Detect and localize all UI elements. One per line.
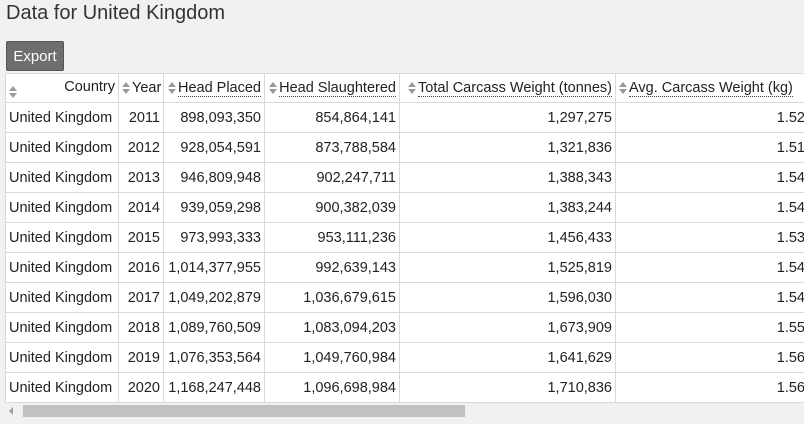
column-header-total-carcass-weight[interactable]: Total Carcass Weight (tonnes) [399,73,616,103]
avg-carcass-weight-cell: 1.54 [615,192,804,223]
year-cell: 2014 [118,192,164,223]
horizontal-scrollbar[interactable] [5,404,804,418]
head-slaughtered-cell: 953,111,236 [264,222,400,253]
head-slaughtered-cell: 1,083,094,203 [264,312,400,343]
head-slaughtered-cell: 1,049,760,984 [264,342,400,373]
table-row: United Kingdom 2017 1,049,202,879 1,036,679… [5,282,804,313]
head-placed-cell: 973,993,333 [163,222,265,253]
year-cell: 2019 [118,342,164,373]
table-row: United Kingdom 2013 946,809,948 902,247,711… [5,162,804,193]
avg-carcass-weight-cell: 1.52 [615,102,804,133]
table-row: United Kingdom 2012 928,054,591 873,788,584… [5,132,804,163]
total-carcass-weight-cell: 1,456,433 [399,222,616,253]
head-slaughtered-cell: 854,864,141 [264,102,400,133]
sort-icon[interactable] [408,82,417,95]
total-carcass-weight-cell: 1,525,819 [399,252,616,283]
year-cell: 2018 [118,312,164,343]
total-carcass-weight-cell: 1,673,909 [399,312,616,343]
table-row: United Kingdom 2011 898,093,350 854,864,141… [5,102,804,133]
data-table: Country Year Head Placed Head Slaughtere… [5,73,804,403]
head-placed-cell: 1,168,247,448 [163,372,265,403]
head-slaughtered-cell: 902,247,711 [264,162,400,193]
column-header-label: Year [132,80,162,96]
column-header-label: Avg. Carcass Weight (kg) [629,80,793,97]
table-row: United Kingdom 2019 1,076,353,564 1,049,760… [5,342,804,373]
year-cell: 2011 [118,102,164,133]
head-placed-cell: 928,054,591 [163,132,265,163]
year-cell: 2012 [118,132,164,163]
head-slaughtered-cell: 873,788,584 [264,132,400,163]
year-cell: 2016 [118,252,164,283]
country-cell: United Kingdom [5,252,119,283]
column-header-label: Head Placed [177,80,261,97]
avg-carcass-weight-cell: 1.56 [615,342,804,373]
year-cell: 2013 [118,162,164,193]
head-placed-cell: 898,093,350 [163,102,265,133]
head-placed-cell: 1,076,353,564 [163,342,265,373]
table-row: United Kingdom 2015 973,993,333 953,111,236… [5,222,804,253]
table-row: United Kingdom 2016 1,014,377,955 992,639,1… [5,252,804,283]
head-placed-cell: 1,014,377,955 [163,252,265,283]
country-cell: United Kingdom [5,342,119,373]
head-slaughtered-cell: 1,096,698,984 [264,372,400,403]
column-header-label: Country [64,78,115,95]
country-cell: United Kingdom [5,312,119,343]
sort-icon[interactable] [9,85,17,98]
sort-icon[interactable] [122,82,130,95]
column-header-year[interactable]: Year [118,73,164,103]
head-placed-cell: 946,809,948 [163,162,265,193]
avg-carcass-weight-cell: 1.54 [615,162,804,193]
total-carcass-weight-cell: 1,710,836 [399,372,616,403]
head-placed-cell: 1,049,202,879 [163,282,265,313]
table-body: United Kingdom 2011 898,093,350 854,864,141… [5,102,804,403]
head-placed-cell: 939,059,298 [163,192,265,223]
table-row: United Kingdom 2020 1,168,247,448 1,096,698… [5,372,804,403]
avg-carcass-weight-cell: 1.54 [615,252,804,283]
table-header-row: Country Year Head Placed Head Slaughtere… [5,73,804,103]
total-carcass-weight-cell: 1,388,343 [399,162,616,193]
country-cell: United Kingdom [5,372,119,403]
total-carcass-weight-cell: 1,297,275 [399,102,616,133]
scroll-left-arrow-icon[interactable] [9,407,13,415]
avg-carcass-weight-cell: 1.56 [615,372,804,403]
avg-carcass-weight-cell: 1.53 [615,222,804,253]
country-cell: United Kingdom [5,132,119,163]
total-carcass-weight-cell: 1,596,030 [399,282,616,313]
country-cell: United Kingdom [5,192,119,223]
sort-icon[interactable] [619,82,627,95]
page-title: Data for United Kingdom [6,2,226,24]
table-row: United Kingdom 2014 939,059,298 900,382,039… [5,192,804,223]
total-carcass-weight-cell: 1,321,836 [399,132,616,163]
export-button[interactable]: Export [6,41,64,71]
total-carcass-weight-cell: 1,383,244 [399,192,616,223]
country-cell: United Kingdom [5,102,119,133]
avg-carcass-weight-cell: 1.55 [615,312,804,343]
column-header-head-slaughtered[interactable]: Head Slaughtered [264,73,400,103]
scrollbar-thumb[interactable] [23,405,465,417]
head-slaughtered-cell: 1,036,679,615 [264,282,400,313]
data-table-container: Country Year Head Placed Head Slaughtere… [5,73,804,403]
column-header-label: Total Carcass Weight (tonnes) [418,80,612,97]
head-slaughtered-cell: 992,639,143 [264,252,400,283]
year-cell: 2017 [118,282,164,313]
avg-carcass-weight-cell: 1.54 [615,282,804,313]
country-cell: United Kingdom [5,282,119,313]
column-header-avg-carcass-weight[interactable]: Avg. Carcass Weight (kg) [615,73,804,103]
column-header-country[interactable]: Country [5,73,119,103]
country-cell: United Kingdom [5,162,119,193]
column-header-label: Head Slaughtered [279,80,396,97]
head-placed-cell: 1,089,760,509 [163,312,265,343]
year-cell: 2020 [118,372,164,403]
sort-icon[interactable] [269,82,278,95]
avg-carcass-weight-cell: 1.51 [615,132,804,163]
table-row: United Kingdom 2018 1,089,760,509 1,083,094… [5,312,804,343]
sort-icon[interactable] [167,82,176,95]
head-slaughtered-cell: 900,382,039 [264,192,400,223]
year-cell: 2015 [118,222,164,253]
total-carcass-weight-cell: 1,641,629 [399,342,616,373]
country-cell: United Kingdom [5,222,119,253]
column-header-head-placed[interactable]: Head Placed [163,73,265,103]
